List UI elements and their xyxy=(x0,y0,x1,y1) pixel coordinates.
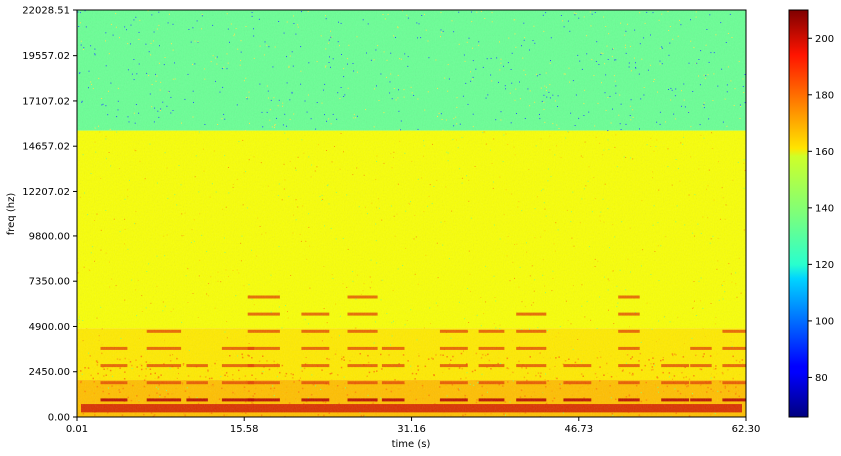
y-tick-label: 19557.02 xyxy=(22,51,70,62)
colorbar-tick-label: 180 xyxy=(815,90,834,101)
x-tick-label: 62.30 xyxy=(732,424,761,435)
y-tick-label: 2450.00 xyxy=(29,367,70,378)
x-axis: 0.01 15.58 31.16 46.73 62.30 xyxy=(66,417,760,435)
y-tick-label: 14657.02 xyxy=(22,142,70,153)
y-tick-label: 22028.51 xyxy=(22,6,70,17)
y-axis-label: freq (hz) xyxy=(6,193,17,236)
x-tick-label: 15.58 xyxy=(230,424,259,435)
y-tick-label: 17107.02 xyxy=(22,96,70,107)
y-tick-label: 7350.00 xyxy=(29,277,70,288)
noise-overlay xyxy=(77,10,746,417)
y-axis: 0.00 2450.00 4900.00 7350.00 9800.00 12207.02… xyxy=(22,6,77,424)
colorbar-tick-label: 140 xyxy=(815,203,834,214)
x-axis-label: time (s) xyxy=(392,439,431,450)
x-tick-label: 31.16 xyxy=(397,424,426,435)
x-tick-label: 46.73 xyxy=(564,424,593,435)
y-tick-label: 9800.00 xyxy=(29,231,70,242)
colorbar-tick-label: 80 xyxy=(815,373,828,384)
y-tick-label: 12207.02 xyxy=(22,187,70,198)
x-tick-label: 0.01 xyxy=(66,424,88,435)
colorbar-tick-label: 120 xyxy=(815,260,834,271)
y-tick-label: 4900.00 xyxy=(29,322,70,333)
plot-area xyxy=(76,9,747,418)
colorbar: 80 100 120 140 160 180 200 xyxy=(788,9,834,418)
colorbar-tick-label: 160 xyxy=(815,147,834,158)
colorbar-gradient xyxy=(788,9,809,418)
colorbar-tick-label: 200 xyxy=(815,34,834,45)
y-tick-label: 0.00 xyxy=(48,413,70,424)
colorbar-ticks: 80 100 120 140 160 180 200 xyxy=(808,34,834,384)
colorbar-tick-label: 100 xyxy=(815,316,834,327)
